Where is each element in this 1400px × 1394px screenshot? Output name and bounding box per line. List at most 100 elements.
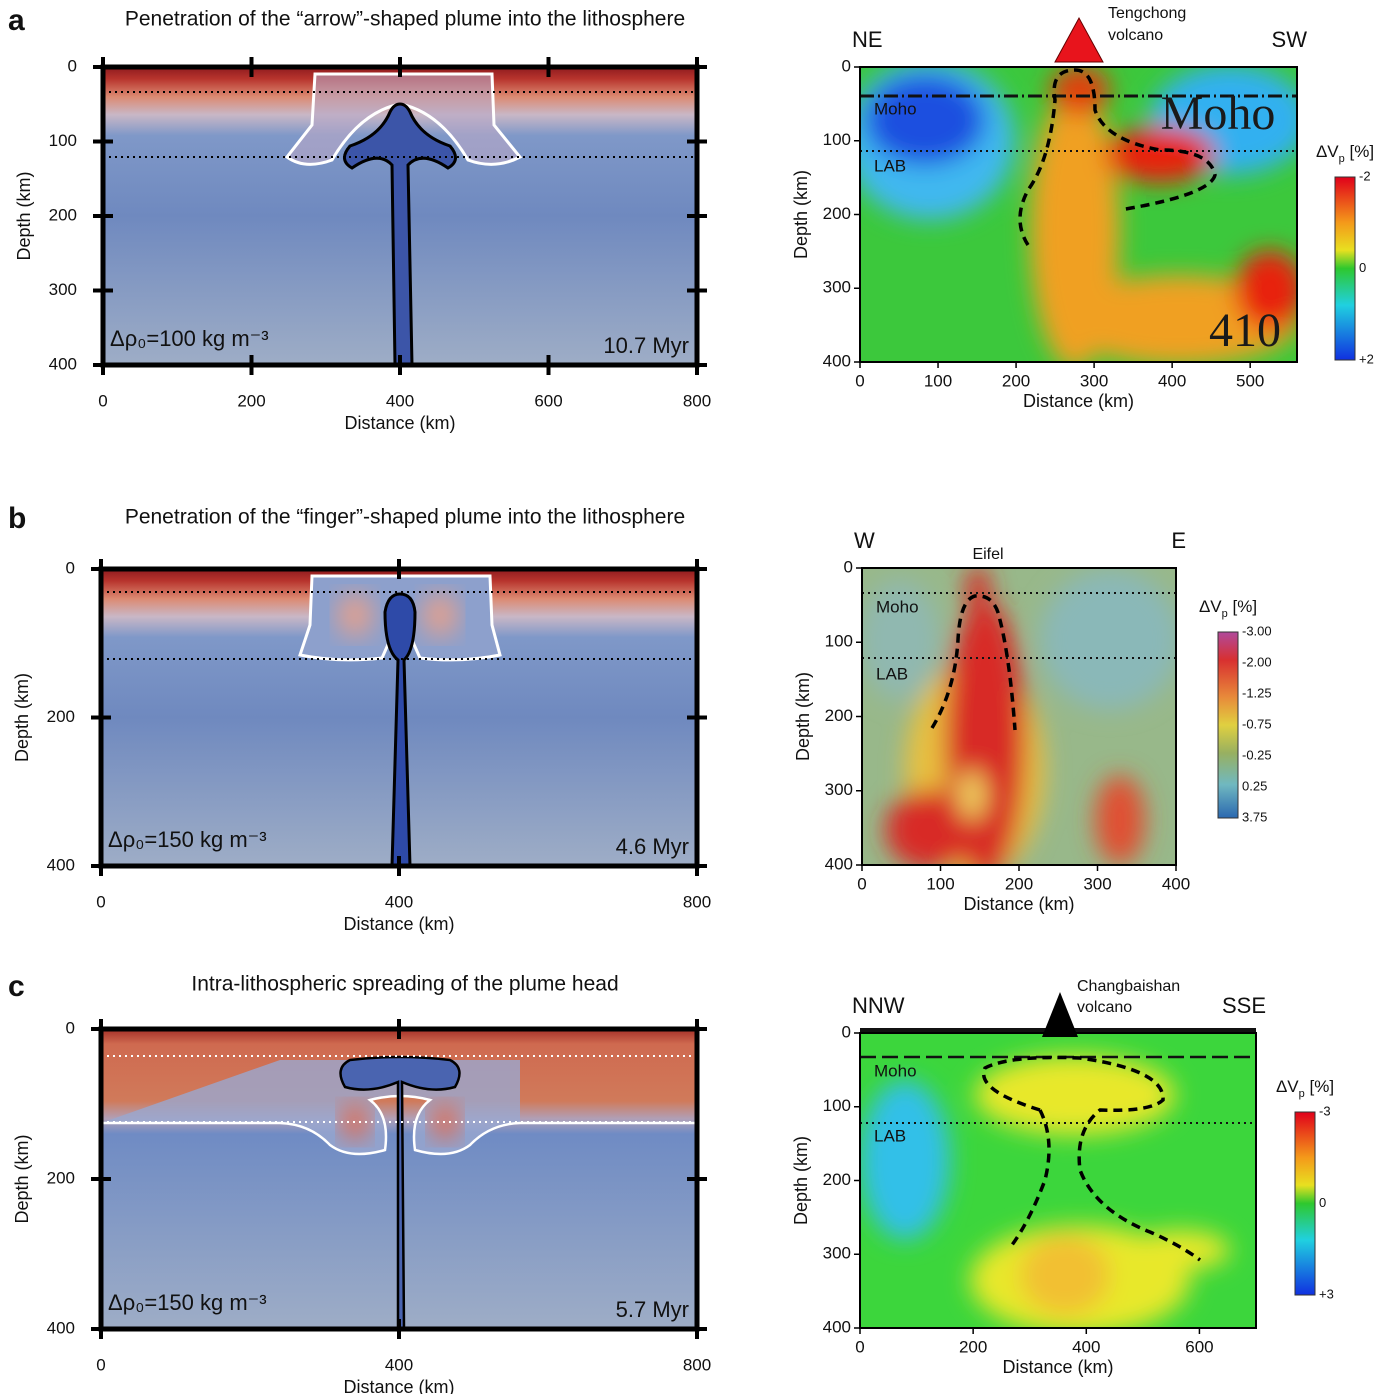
panel-title: Penetration of the “arrow”-shaped plume … [125,8,685,31]
density-label: Δρ₀=150 kg m⁻³ [108,1290,267,1315]
panel-letter: a [8,4,25,37]
plume-outline [1010,1109,1051,1247]
y-axis-label: Depth (km) [791,170,811,259]
y-tick-label: 0 [842,56,851,75]
colorbar [1334,176,1356,361]
x-tick-label: 0 [96,892,105,911]
y-tick-label: 200 [823,204,851,223]
y-tick-label: 200 [49,205,77,224]
model-image [101,1029,697,1329]
colorbar-title-part: [%] [1305,1077,1334,1096]
colorbar-label: -3 [1319,1103,1331,1118]
direction-label: SSE [1222,993,1266,1018]
layer-label: LAB [876,664,908,683]
x-tick-label: 400 [385,1355,413,1374]
model-image [101,569,697,866]
anomaly [860,1080,950,1240]
plume-head [287,74,520,165]
x-axis-label: Distance (km) [343,914,454,934]
y-tick-label: 100 [49,131,77,150]
velocity-anomalies [862,568,1176,865]
anomaly [1095,775,1145,865]
density-label: Δρ₀=150 kg m⁻³ [108,827,267,852]
layer-label: Moho [876,597,919,616]
anomaly [1040,570,1176,710]
tomography-image [862,568,1176,865]
anomaly [885,790,975,865]
colorbar [1294,1111,1316,1296]
x-tick-label: 200 [1005,874,1033,893]
colorbar-label: -2.00 [1242,654,1272,669]
y-tick-label: 0 [844,557,853,576]
x-tick-label: 400 [1162,874,1190,893]
y-tick-label: 100 [825,632,853,651]
age-label: 5.7 Myr [616,1297,689,1322]
x-axis-label: Distance (km) [1023,391,1134,411]
layer-label: LAB [874,1126,906,1145]
direction-label: SW [1272,27,1308,52]
y-tick-label: 0 [66,1018,75,1037]
y-tick-label: 200 [47,1168,75,1187]
x-tick-label: 200 [959,1337,987,1356]
colorbar-label: -0.25 [1242,747,1272,762]
y-tick-label: 200 [825,706,853,725]
tomography-image [860,1033,1256,1328]
plume-outline [1018,68,1217,246]
anomaly [1235,250,1297,330]
y-tick-label: 400 [47,1318,75,1337]
anomaly [966,568,990,615]
x-tick-label: 200 [1002,371,1030,390]
y-tick-label: 300 [825,780,853,799]
direction-label: W [854,528,875,553]
x-tick-label: 300 [1080,371,1108,390]
x-tick-label: 400 [1158,371,1186,390]
direction-label: NE [852,27,883,52]
colorbar-title: ΔVp [%] [1316,142,1374,164]
y-tick-label: 100 [823,1096,851,1115]
anomaly [862,580,940,700]
x-tick-label: 500 [1236,371,1264,390]
plume-outline [930,594,1017,731]
y-axis-label: Depth (km) [12,673,32,762]
colorbar-label: -0.75 [1242,716,1272,731]
x-tick-label: 300 [1083,874,1111,893]
colorbar-label: -2 [1359,168,1371,183]
y-tick-label: 200 [47,707,75,726]
colorbar-title: ΔVp [%] [1199,597,1257,619]
colorbar-label: 0.25 [1242,778,1267,793]
x-tick-label: 0 [855,1337,864,1356]
plume-outline [982,1055,1202,1262]
x-tick-label: 800 [683,391,711,410]
layer-label: Moho [874,99,917,118]
x-tick-label: 0 [855,371,864,390]
age-label: 10.7 Myr [603,333,689,358]
y-tick-label: 300 [823,278,851,297]
anomaly [1130,1230,1230,1270]
y-tick-label: 400 [49,354,77,373]
y-tick-label: 0 [66,558,75,577]
age-label: 4.6 Myr [616,834,689,859]
anomaly [958,770,986,820]
x-tick-label: 600 [534,391,562,410]
site-label: Changbaishan [1077,978,1180,995]
x-tick-label: 100 [926,874,954,893]
anomaly [1105,127,1215,183]
x-tick-label: 800 [683,892,711,911]
plume [343,102,457,365]
tomography-image [860,67,1297,362]
colorbar-label: 0 [1319,1195,1326,1210]
x-tick-label: 0 [98,391,107,410]
image-label: Moho [1161,87,1276,140]
colorbar-title-part: ΔV [1316,142,1339,161]
site-label: volcano [1077,999,1132,1016]
velocity-anomalies [860,67,1297,362]
x-tick-label: 100 [924,371,952,390]
x-axis-label: Distance (km) [344,413,455,433]
anomaly [337,593,373,637]
site-label: Eifel [972,546,1003,563]
x-tick-label: 0 [857,874,866,893]
x-axis-label: Distance (km) [1002,1357,1113,1377]
site-label: volcano [1108,27,1163,44]
y-axis-label: Depth (km) [793,672,813,761]
direction-label: E [1171,528,1186,553]
